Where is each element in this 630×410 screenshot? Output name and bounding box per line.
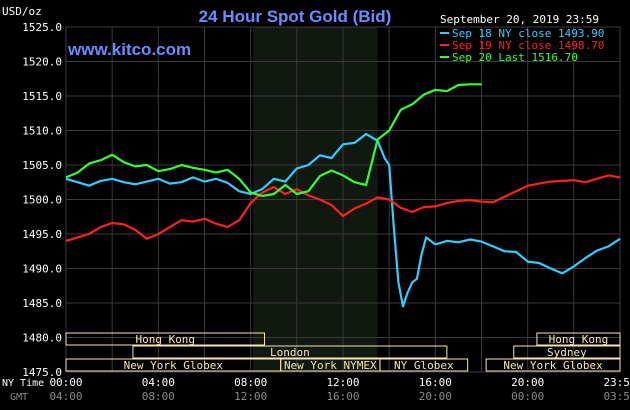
x-tick-label-ny: 20:00 xyxy=(511,376,544,389)
y-tick-label: 1480.0 xyxy=(22,332,62,345)
x-tick-label-ny: 16:00 xyxy=(419,376,452,389)
y-tick-label: 1510.0 xyxy=(22,125,62,138)
session-label: Hong Kong xyxy=(135,333,195,346)
session-label: London xyxy=(270,346,310,359)
session-label: Hong Kong xyxy=(549,333,609,346)
y-tick-label: 1500.0 xyxy=(22,194,62,207)
session-label: New York NYMEX xyxy=(284,359,377,372)
x-tick-label-ny: 12:00 xyxy=(326,376,359,389)
timestamp-label: September 20, 2019 23:59 xyxy=(440,13,599,26)
session-label: NY Globex xyxy=(394,359,454,372)
x-tick-label-ny: 23:59 xyxy=(603,376,630,389)
unit-label: USD/oz xyxy=(2,5,42,18)
session-box xyxy=(536,332,621,346)
chart-title: 24 Hour Spot Gold (Bid) xyxy=(199,7,392,26)
y-tick-label: 1515.0 xyxy=(22,90,62,103)
x-tick-label-gmt: 20:00 xyxy=(419,390,452,403)
y-tick-label: 1520.0 xyxy=(22,56,62,69)
session-box xyxy=(379,358,469,372)
legend-entry: Sep 19 NY close 1498.70 xyxy=(452,39,604,52)
legend-entry: Sep 18 NY close 1493.90 xyxy=(452,27,604,40)
site-watermark: www.kitco.com xyxy=(67,40,191,59)
y-tick-label: 1525.0 xyxy=(22,21,62,34)
session-box xyxy=(513,345,621,359)
x-tick-label-gmt: 16:00 xyxy=(326,390,359,403)
x-tick-label-gmt: 08:00 xyxy=(142,390,175,403)
x-tick-label-gmt: 12:00 xyxy=(234,390,267,403)
session-label: New York Globex xyxy=(503,359,603,372)
gmt-label: GMT xyxy=(10,392,28,403)
y-tick-label: 1475.0 xyxy=(22,366,62,379)
series-line xyxy=(65,83,482,198)
x-tick-label-ny: 08:00 xyxy=(234,376,267,389)
x-tick-label-ny: 00:00 xyxy=(49,376,82,389)
y-tick-label: 1505.0 xyxy=(22,159,62,172)
y-tick-label: 1485.0 xyxy=(22,297,62,310)
session-label: New York Globex xyxy=(124,359,224,372)
series-line xyxy=(65,174,621,242)
x-tick-label-ny: 04:00 xyxy=(142,376,175,389)
session-box xyxy=(65,332,266,346)
legend-entry: Sep 20 Last 1516.70 xyxy=(452,51,578,64)
ny-time-label: NY Time xyxy=(2,378,44,389)
y-tick-label: 1490.0 xyxy=(22,263,62,276)
session-box xyxy=(485,358,621,372)
x-tick-label-gmt: 04:00 xyxy=(49,390,82,403)
session-label: Sydney xyxy=(547,346,587,359)
x-tick-label-gmt: 03:59 xyxy=(603,390,630,403)
x-tick-label-gmt: 00:00 xyxy=(511,390,544,403)
session-box xyxy=(132,345,448,359)
y-tick-label: 1495.0 xyxy=(22,228,62,241)
